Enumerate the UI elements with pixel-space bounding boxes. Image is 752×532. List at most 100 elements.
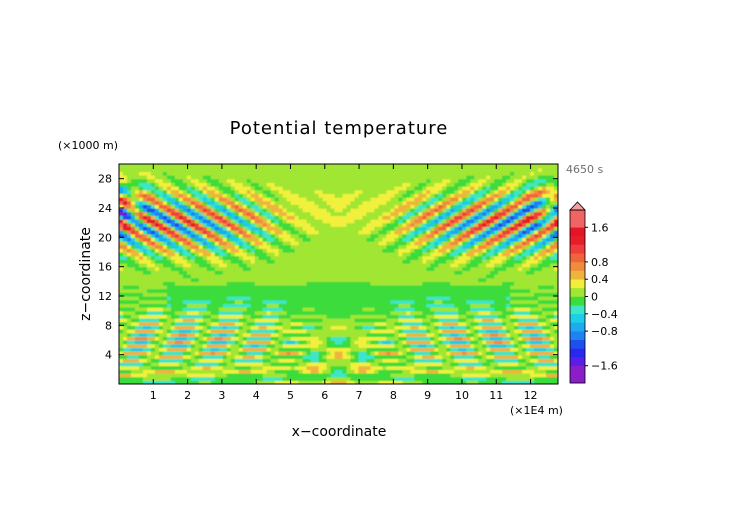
heatmap-cell <box>326 307 332 312</box>
heatmap-cell <box>502 241 507 246</box>
heatmap-cell <box>362 219 368 224</box>
heatmap-cell <box>534 277 539 282</box>
heatmap-cell <box>430 351 435 356</box>
heatmap-cell <box>146 318 152 323</box>
heatmap-cell <box>222 369 228 374</box>
heatmap-cell <box>534 347 539 352</box>
heatmap-cell <box>514 354 519 359</box>
heatmap-cell <box>490 281 495 286</box>
heatmap-cell <box>150 255 156 260</box>
heatmap-cell <box>238 285 244 290</box>
y-axis-label: z−coordinate <box>78 227 94 321</box>
heatmap-cell <box>354 296 360 301</box>
heatmap-cell <box>422 369 427 374</box>
heatmap-cell <box>174 259 180 264</box>
heatmap-cell <box>350 321 356 326</box>
heatmap-cell <box>534 365 539 370</box>
heatmap-cell <box>138 288 144 293</box>
heatmap-cell <box>366 376 372 381</box>
heatmap-cell <box>302 248 308 253</box>
heatmap-cell <box>438 380 443 384</box>
heatmap-cell <box>246 292 252 297</box>
heatmap-cell <box>154 299 160 304</box>
heatmap-cell <box>274 369 280 374</box>
heatmap-cell <box>494 347 499 352</box>
heatmap-cell <box>342 369 348 374</box>
heatmap-cell <box>334 343 340 348</box>
heatmap-cell <box>546 358 551 363</box>
heatmap-cell <box>310 358 316 363</box>
heatmap-cell <box>422 325 427 330</box>
heatmap-cell <box>290 237 296 242</box>
heatmap-cell <box>290 307 296 312</box>
heatmap-cell <box>418 255 423 260</box>
heatmap-cell <box>186 354 192 359</box>
heatmap-cell <box>262 358 268 363</box>
heatmap-cell <box>138 255 144 260</box>
heatmap-cell <box>394 274 399 279</box>
heatmap-cell <box>506 329 511 334</box>
heatmap-cell <box>294 252 300 257</box>
heatmap-cell <box>286 376 292 381</box>
heatmap-cell <box>342 255 348 260</box>
heatmap-cell <box>506 354 511 359</box>
heatmap-cell <box>486 299 491 304</box>
heatmap-cell <box>182 347 188 352</box>
heatmap-cell <box>182 376 188 381</box>
heatmap-cell <box>254 299 260 304</box>
heatmap-cell <box>186 219 192 224</box>
heatmap-cell <box>546 270 551 275</box>
heatmap-cell <box>226 215 232 220</box>
heatmap-cell <box>174 237 180 242</box>
heatmap-cell <box>434 237 439 242</box>
heatmap-cell <box>198 307 204 312</box>
heatmap-cell <box>134 285 140 290</box>
heatmap-cell <box>538 329 543 334</box>
heatmap-cell <box>510 288 515 293</box>
heatmap-cell <box>142 233 148 238</box>
heatmap-cell <box>418 266 423 271</box>
heatmap-cell <box>506 263 511 268</box>
heatmap-cell <box>430 321 435 326</box>
heatmap-cell <box>258 226 264 231</box>
heatmap-cell <box>234 288 240 293</box>
heatmap-cell <box>418 299 423 304</box>
heatmap-cell <box>290 233 296 238</box>
heatmap-cell <box>166 274 172 279</box>
heatmap-cell <box>126 270 132 275</box>
heatmap-cell <box>166 259 172 264</box>
heatmap-cell <box>119 259 124 264</box>
heatmap-cell <box>422 307 427 312</box>
heatmap-cell <box>119 296 124 301</box>
heatmap-cell <box>490 277 495 282</box>
heatmap-cell <box>482 329 487 334</box>
heatmap-cell <box>318 263 324 268</box>
heatmap-cell <box>338 255 344 260</box>
heatmap-cell <box>446 365 451 370</box>
heatmap-cell <box>510 241 515 246</box>
heatmap-cell <box>334 365 340 370</box>
heatmap-cell <box>442 233 447 238</box>
heatmap-cell <box>218 233 224 238</box>
heatmap-cell <box>238 299 244 304</box>
heatmap-cell <box>134 354 140 359</box>
heatmap-cell <box>286 303 292 308</box>
heatmap-cell <box>119 307 124 312</box>
heatmap-cell <box>270 303 276 308</box>
heatmap-cell <box>394 270 399 275</box>
heatmap-cell <box>330 321 336 326</box>
heatmap-cell <box>306 314 312 319</box>
heatmap-cell <box>530 233 535 238</box>
heatmap-cell <box>378 332 383 337</box>
heatmap-cell <box>186 369 192 374</box>
heatmap-cell <box>126 285 132 290</box>
heatmap-cell <box>226 299 232 304</box>
heatmap-cell <box>278 292 284 297</box>
heatmap-cell <box>370 380 376 384</box>
heatmap-cell <box>294 332 300 337</box>
heatmap-cell <box>186 373 192 378</box>
heatmap-cell <box>486 314 491 319</box>
heatmap-cell <box>478 321 483 326</box>
heatmap-cell <box>206 255 212 260</box>
heatmap-cell <box>490 336 495 341</box>
